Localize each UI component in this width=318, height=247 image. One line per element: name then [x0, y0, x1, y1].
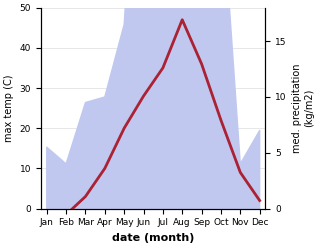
Y-axis label: max temp (C): max temp (C)	[4, 74, 14, 142]
X-axis label: date (month): date (month)	[112, 233, 194, 243]
Y-axis label: med. precipitation
(kg/m2): med. precipitation (kg/m2)	[292, 63, 314, 153]
